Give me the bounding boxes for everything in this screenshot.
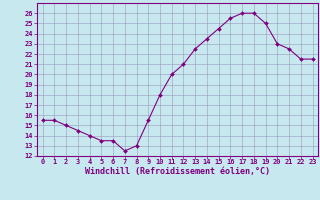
X-axis label: Windchill (Refroidissement éolien,°C): Windchill (Refroidissement éolien,°C) [85,167,270,176]
